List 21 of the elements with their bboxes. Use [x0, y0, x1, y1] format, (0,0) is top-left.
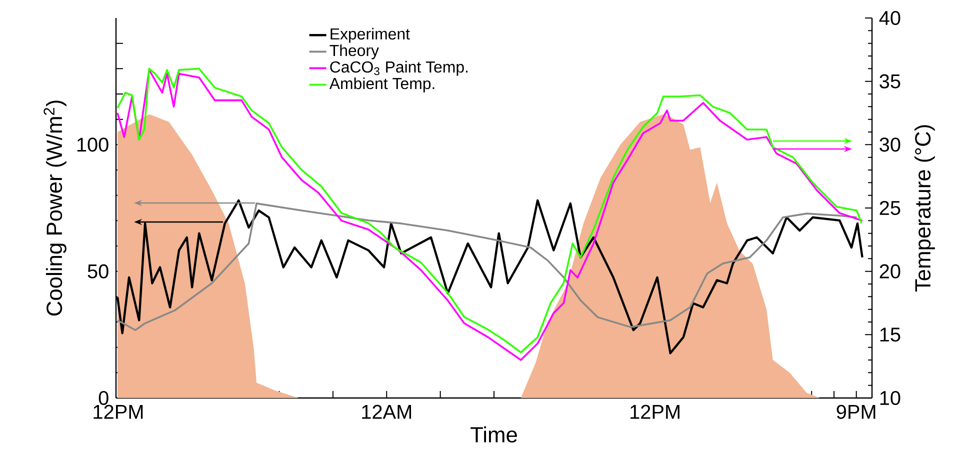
y2-tick-label: 15: [880, 328, 900, 342]
y-axis-title: Cooling Power (W/m$^{2}$): [44, 100, 66, 316]
y-tick-label: 100: [77, 138, 108, 152]
y2-tick-label: 20: [880, 264, 900, 278]
y2-tick-label: 35: [880, 74, 900, 88]
y-tick-label: 50: [88, 264, 108, 278]
x-tick-label: 12PM: [94, 404, 143, 419]
legend-label: Experiment: [330, 28, 410, 43]
y2-tick-label: 40: [879, 10, 900, 26]
x-tick-label: 12AM: [362, 404, 412, 419]
y-tick-label: 0: [98, 390, 108, 406]
y2-tick-label: 10: [880, 390, 900, 406]
x-tick-label: 9PM: [836, 404, 876, 419]
y2-tick-label: 25: [880, 200, 900, 216]
legend-label: CaCO$_{3}$ Paint Temp.: [330, 60, 468, 76]
x-axis-title: Time: [470, 426, 517, 443]
x-tick-label: 12PM: [630, 404, 680, 419]
y2-tick-label: 30: [880, 138, 900, 152]
y2-axis-title: Temperature (°C): [914, 125, 935, 292]
legend-label: Ambient Temp.: [329, 77, 434, 92]
legend-label: Theory: [330, 44, 379, 60]
